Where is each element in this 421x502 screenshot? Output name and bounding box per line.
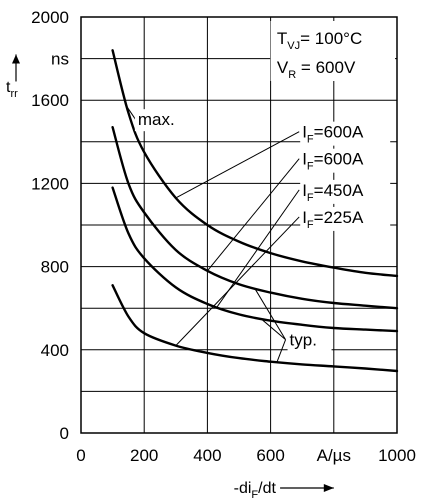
- max-label-bg: [134, 109, 181, 132]
- x-tick-label: 400: [193, 446, 221, 465]
- current-label-bg: [300, 121, 391, 146]
- typ-leader-2: [260, 318, 286, 341]
- current-leader-2: [207, 158, 300, 272]
- series-line-3: [111, 186, 399, 333]
- y-tick-label: 400: [41, 341, 69, 360]
- y-axis-arrowhead: [12, 54, 20, 64]
- x-tick-label: 0: [76, 446, 85, 465]
- annotations: trr -diF/dt TVJ= 100°C VR = 600V max. IF=600A…: [6, 21, 395, 501]
- current-label-2: IF=600A: [302, 150, 364, 173]
- max-leader: [124, 103, 136, 120]
- current-label-bg: [300, 179, 391, 204]
- x-tick-label: 1000: [378, 446, 416, 465]
- y-tick-label: 2000: [31, 8, 69, 27]
- current-leader-4: [175, 216, 300, 346]
- y-tick-label: 800: [41, 258, 69, 277]
- condition-vr: VR = 600V: [277, 58, 356, 81]
- series-line-2: [111, 126, 399, 310]
- max-label: max.: [138, 110, 175, 129]
- typ-leader-1: [254, 288, 286, 340]
- y-tick-label: 0: [60, 424, 69, 443]
- condition-tvj: TVJ= 100°C: [277, 29, 362, 52]
- x-tick-label: 600: [256, 446, 284, 465]
- tick-labels: 0 400 800 1200 1600 2000 0 200 400 600 1000 A/µs ns: [31, 8, 416, 465]
- current-leader-3: [216, 189, 300, 308]
- current-label-4: IF=225A: [302, 208, 364, 231]
- y-tick-label: 1600: [31, 91, 69, 110]
- curves: [111, 49, 399, 373]
- y-tick-label: 1200: [31, 174, 69, 193]
- current-label-bg: [300, 206, 391, 231]
- x-axis-label: -diF/dt: [234, 480, 277, 501]
- series-line-1: [111, 49, 399, 278]
- x-unit-label: A/µs: [317, 446, 351, 465]
- conditions-box: [270, 21, 395, 81]
- plot-frame: [80, 16, 398, 434]
- y-unit-label: ns: [51, 50, 69, 69]
- current-label-1: IF=600A: [302, 123, 364, 146]
- x-axis-arrowhead: [323, 484, 334, 492]
- series-line-4: [111, 284, 399, 373]
- typ-label: typ.: [290, 331, 317, 350]
- current-label-bg: [300, 148, 391, 173]
- typ-label-bg: [287, 329, 332, 352]
- leader-lines: [124, 103, 300, 363]
- current-leader-1: [175, 131, 300, 199]
- current-label-3: IF=450A: [302, 181, 364, 204]
- y-axis-label: trr: [6, 79, 18, 100]
- x-tick-label: 200: [130, 446, 158, 465]
- typ-leader-3: [276, 339, 287, 363]
